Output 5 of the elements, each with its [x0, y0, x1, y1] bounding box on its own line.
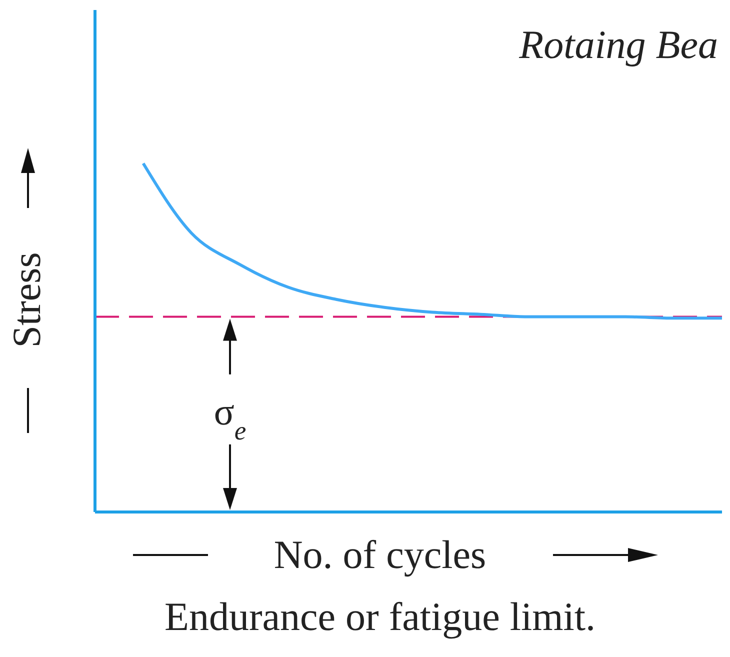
text: Rotaing Bea	[518, 22, 718, 67]
text: Endurance or fatigue limit.	[164, 594, 596, 639]
y-axis-title: Stress	[4, 252, 49, 348]
ref-line-label: σ$_{e}$	[214, 391, 246, 446]
x-axis-title: No. of cycles	[274, 532, 486, 577]
